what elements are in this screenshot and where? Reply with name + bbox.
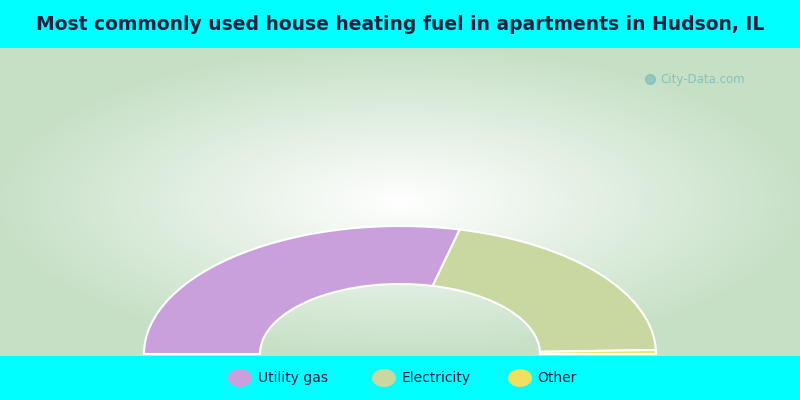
- Ellipse shape: [228, 369, 252, 387]
- Bar: [0, 0, 800, 48]
- Wedge shape: [433, 230, 656, 352]
- Wedge shape: [144, 226, 460, 354]
- Text: Most commonly used house heating fuel in apartments in Hudson, IL: Most commonly used house heating fuel in…: [36, 14, 764, 34]
- Wedge shape: [540, 350, 656, 354]
- Text: City-Data.com: City-Data.com: [660, 74, 745, 86]
- Ellipse shape: [508, 369, 532, 387]
- Bar: [0, 356, 800, 400]
- Text: Other: Other: [538, 371, 577, 385]
- Text: Utility gas: Utility gas: [258, 371, 328, 385]
- Text: Electricity: Electricity: [402, 371, 470, 385]
- Ellipse shape: [372, 369, 396, 387]
